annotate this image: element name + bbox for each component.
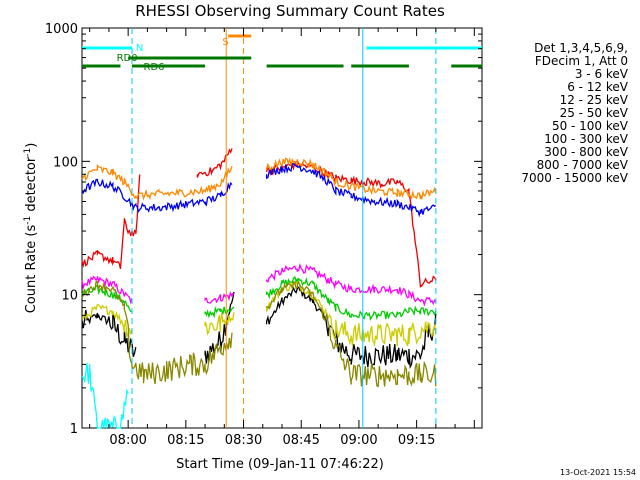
- flag-label-rd0: RD0: [117, 53, 138, 64]
- legend-entry-4: 50 - 100 keV: [552, 119, 629, 133]
- y-label-main: Count Rate (s: [24, 225, 39, 314]
- legend-header-1: FDecim 1, Att 0: [535, 54, 628, 68]
- timestamp: 13-Oct-2021 15:54: [560, 468, 636, 477]
- legend: Det 1,3,4,5,6,9,FDecim 1, Att 03 - 6 keV…: [521, 41, 628, 185]
- series-line-8: [81, 280, 437, 388]
- legend-entry-0: 3 - 6 keV: [575, 67, 629, 81]
- y-tick-label-1: 10: [61, 289, 78, 304]
- series-line-6: [81, 162, 437, 218]
- series-line-7: [81, 157, 437, 201]
- flag-label-rd6: RD6: [144, 62, 165, 73]
- legend-entry-3: 25 - 50 keV: [560, 106, 629, 120]
- x-tick-label-4: 09:00: [340, 433, 377, 448]
- legend-entry-8: 7000 - 15000 keV: [521, 171, 628, 185]
- y-label-sup2: -1: [23, 148, 33, 157]
- plot-area: N S RD0 RD6 1 10 100 1000 08:00 08:15 08:30 08:45 09…: [45, 22, 483, 448]
- x-tick-label-5: 09:15: [398, 433, 435, 448]
- x-axis-label: Start Time (09-Jan-11 07:46:22): [176, 457, 384, 472]
- flag-label-n: N: [136, 43, 143, 54]
- y-tick-label-0: 1: [70, 422, 78, 437]
- legend-entry-7: 800 - 7000 keV: [537, 158, 629, 172]
- y-tick-label-3: 1000: [45, 22, 78, 37]
- series-line-2: [81, 275, 437, 322]
- series-line-1: [81, 263, 437, 307]
- y-tick-label-2: 100: [53, 155, 78, 170]
- y-label-end: ): [24, 143, 39, 148]
- legend-entry-6: 300 - 800 keV: [544, 145, 628, 159]
- x-tick-label-2: 08:30: [225, 433, 262, 448]
- y-axis-label: Count Rate (s-1 detector-1): [23, 143, 39, 314]
- y-label-mid: detector: [24, 156, 39, 216]
- x-tick-label-3: 08:45: [282, 433, 319, 448]
- chart-title: RHESSI Observing Summary Count Rates: [135, 2, 445, 20]
- legend-entry-5: 100 - 300 keV: [544, 132, 628, 146]
- y-label-sup1: -1: [23, 216, 33, 225]
- x-tick-label-1: 08:15: [167, 433, 204, 448]
- legend-header-0: Det 1,3,4,5,6,9,: [534, 41, 628, 55]
- x-tick-label-0: 08:00: [109, 433, 146, 448]
- flag-label-s: S: [222, 37, 228, 48]
- legend-entry-1: 6 - 12 keV: [567, 80, 629, 94]
- legend-entry-2: 12 - 25 keV: [560, 93, 629, 107]
- series-line-5: [81, 148, 437, 288]
